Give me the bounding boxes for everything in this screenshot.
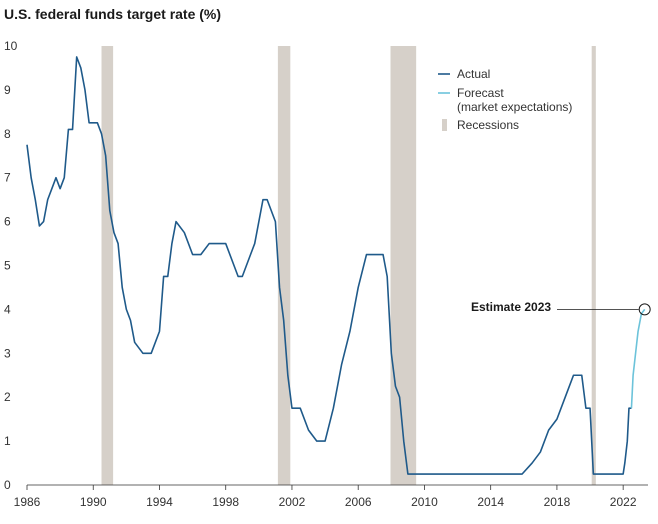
recession-bands <box>101 46 596 485</box>
recession-band-1 <box>101 46 114 485</box>
x-tick-label-1998: 1998 <box>212 495 239 509</box>
chart-legend: Actual Forecast (market expectations) Re… <box>438 67 572 132</box>
x-tick-label-1994: 1994 <box>146 495 173 509</box>
x-tick-label-2006: 2006 <box>345 495 372 509</box>
y-tick-label-5: 5 <box>4 259 11 273</box>
x-tick-label-1990: 1990 <box>80 495 107 509</box>
chart-axes: 0 1 2 3 4 5 6 7 8 9 10 1986 1990 1994 1998 2002 2006 2010… <box>4 39 648 509</box>
y-tick-label-10: 10 <box>4 39 18 53</box>
recession-band-3 <box>390 46 417 485</box>
legend-recession-swatch <box>442 119 447 131</box>
legend-recession-label: Recessions <box>457 118 519 132</box>
legend-actual-label: Actual <box>457 67 490 81</box>
x-tick-label-2002: 2002 <box>279 495 306 509</box>
x-tick-label-1986: 1986 <box>14 495 41 509</box>
y-tick-label-4: 4 <box>4 302 11 316</box>
legend-forecast-sublabel: (market expectations) <box>457 100 572 114</box>
y-tick-label-2: 2 <box>4 390 11 404</box>
y-tick-label-8: 8 <box>4 127 11 141</box>
y-tick-label-9: 9 <box>4 83 11 97</box>
estimate-annotation-label: Estimate 2023 <box>471 300 551 314</box>
x-tick-label-2022: 2022 <box>610 495 637 509</box>
y-tick-label-0: 0 <box>4 478 11 492</box>
forecast-series-line <box>630 308 646 409</box>
chart-series <box>26 56 646 475</box>
y-tick-label-6: 6 <box>4 215 11 229</box>
estimate-annotation: Estimate 2023 <box>471 300 651 316</box>
y-tick-label-1: 1 <box>4 434 11 448</box>
chart-title: U.S. federal funds target rate (%) <box>4 6 222 22</box>
x-tick-label-2010: 2010 <box>411 495 438 509</box>
recession-band-2 <box>277 46 291 485</box>
y-tick-label-3: 3 <box>4 346 11 360</box>
legend-forecast-label: Forecast <box>457 86 504 100</box>
actual-series-line <box>26 56 632 475</box>
x-tick-label-2018: 2018 <box>544 495 571 509</box>
recession-band-4 <box>591 46 596 485</box>
y-tick-label-7: 7 <box>4 171 11 185</box>
estimate-annotation-marker <box>638 303 651 316</box>
x-tick-label-2014: 2014 <box>477 495 504 509</box>
